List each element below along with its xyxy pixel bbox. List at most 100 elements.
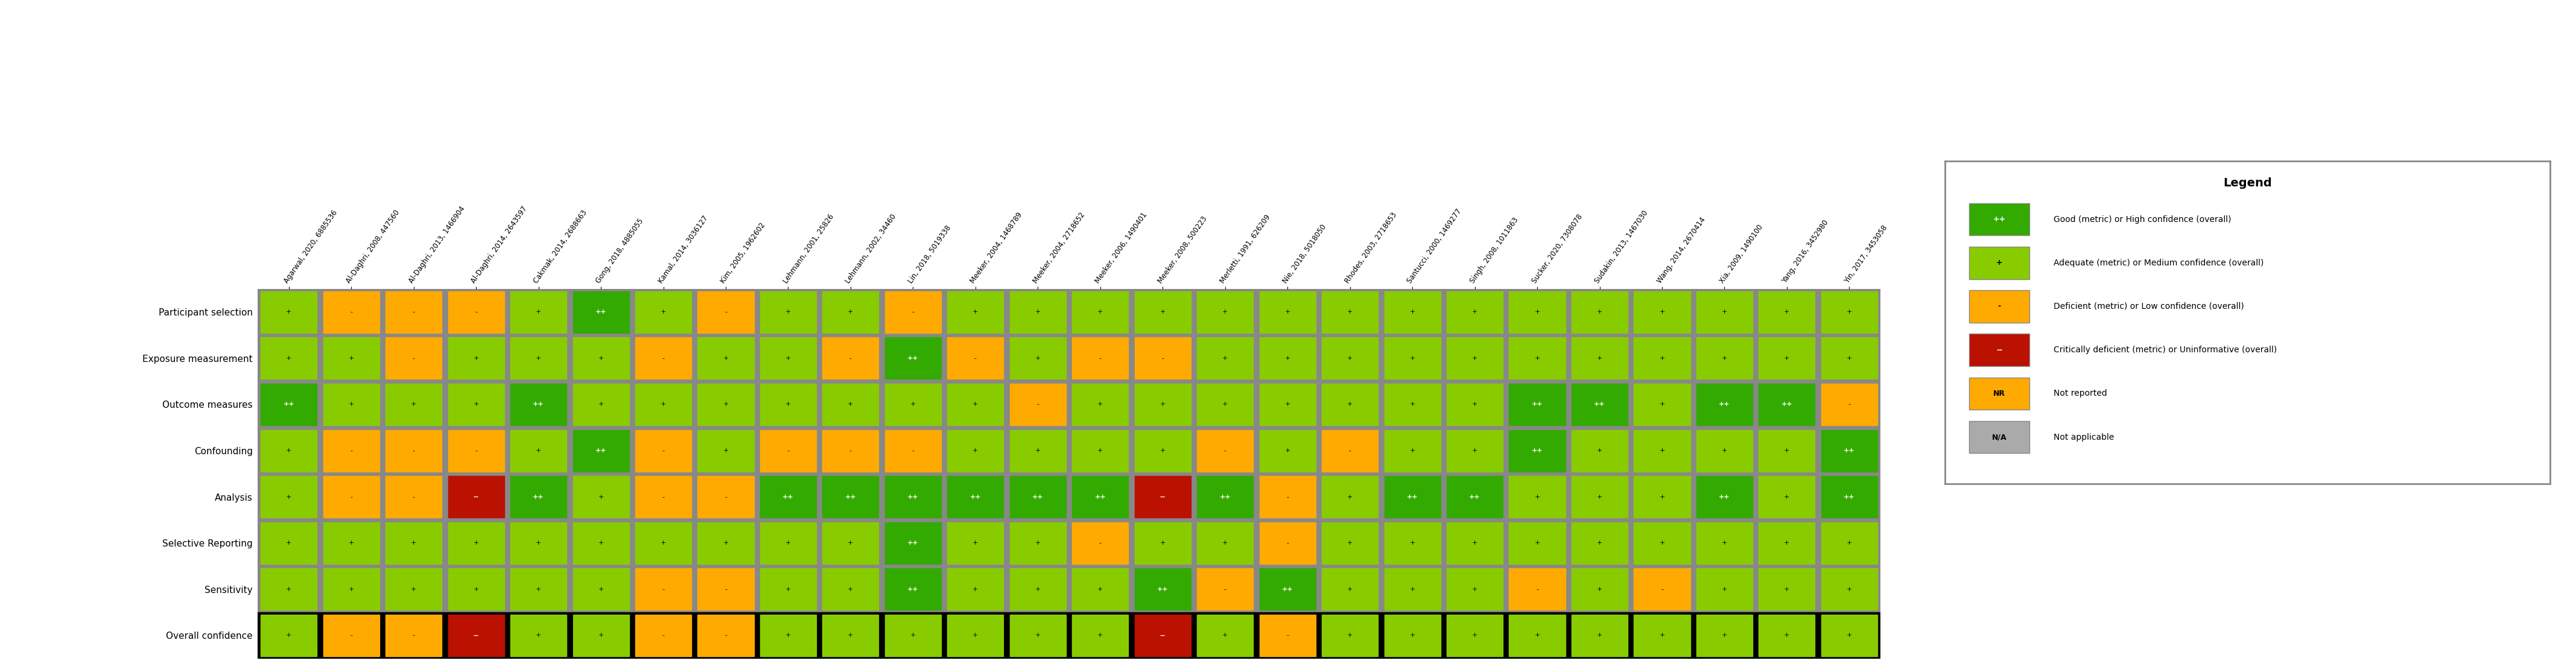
Bar [1321, 384, 1378, 425]
Text: +: + [598, 632, 603, 638]
Bar [258, 566, 1880, 612]
Bar [572, 476, 629, 517]
Bar [1198, 569, 1252, 610]
Text: ++: ++ [783, 494, 793, 500]
Text: +: + [1347, 540, 1352, 546]
Text: Deficient (metric) or Low confidence (overall): Deficient (metric) or Low confidence (ov… [2053, 302, 2244, 310]
Bar [822, 476, 878, 517]
Bar [1010, 384, 1066, 425]
FancyBboxPatch shape [1968, 247, 2030, 279]
Text: +: + [1659, 401, 1664, 407]
Bar [1510, 522, 1566, 564]
Bar [258, 520, 1880, 566]
Bar [1759, 569, 1816, 610]
Bar [322, 337, 379, 379]
Bar [1321, 615, 1378, 657]
Text: +: + [1036, 632, 1041, 638]
Text: +: + [1036, 309, 1041, 315]
Text: ++: ++ [1468, 494, 1481, 500]
Bar [822, 569, 878, 610]
Bar [822, 291, 878, 333]
Bar [948, 569, 1005, 610]
Text: +: + [1471, 401, 1479, 407]
Bar [886, 430, 940, 472]
Bar [1698, 476, 1752, 517]
Bar [1510, 430, 1566, 472]
Text: Legend: Legend [2223, 177, 2272, 189]
FancyBboxPatch shape [1968, 334, 2030, 366]
Bar [510, 615, 567, 657]
Text: +: + [1847, 309, 1852, 315]
Bar [322, 430, 379, 472]
Bar [1759, 337, 1816, 379]
Bar [1260, 569, 1316, 610]
Bar [572, 615, 629, 657]
Text: +: + [286, 540, 291, 546]
Bar [1383, 291, 1440, 333]
Text: ++: ++ [1406, 494, 1417, 500]
Text: ++: ++ [533, 494, 544, 500]
Bar [1698, 430, 1752, 472]
Text: +: + [1721, 309, 1728, 315]
Text: +: + [1409, 540, 1414, 546]
Bar [698, 615, 755, 657]
Bar [1133, 291, 1190, 333]
Text: +: + [974, 401, 979, 407]
Text: +: + [410, 586, 417, 592]
Bar [886, 569, 940, 610]
Text: +: + [786, 540, 791, 546]
Text: +: + [1659, 355, 1664, 362]
Text: +: + [1785, 494, 1790, 500]
Bar [1321, 522, 1378, 564]
Text: +: + [1036, 448, 1041, 454]
Text: +: + [286, 448, 291, 454]
FancyBboxPatch shape [1968, 378, 2030, 410]
Text: ++: ++ [969, 494, 981, 500]
Text: +: + [1409, 632, 1414, 638]
Text: +: + [598, 494, 603, 500]
Text: +: + [536, 586, 541, 592]
Bar [1633, 430, 1690, 472]
Bar [760, 337, 817, 379]
Bar [1072, 337, 1128, 379]
Bar [1133, 476, 1190, 517]
Bar [1448, 384, 1502, 425]
Bar [1133, 384, 1190, 425]
Text: +: + [1285, 448, 1291, 454]
Bar [1821, 430, 1878, 472]
Bar [258, 289, 1880, 335]
Text: +: + [1659, 494, 1664, 500]
Text: +: + [974, 540, 979, 546]
Text: +: + [1659, 448, 1664, 454]
Bar [1571, 569, 1628, 610]
Text: ++: ++ [1533, 448, 1543, 454]
Text: +: + [1785, 309, 1790, 315]
Bar [1383, 569, 1440, 610]
Text: +: + [1721, 540, 1728, 546]
Bar [1321, 430, 1378, 472]
Text: +: + [1347, 355, 1352, 362]
Bar [1133, 615, 1190, 657]
FancyBboxPatch shape [1968, 203, 2030, 235]
Text: --: -- [1996, 346, 2002, 354]
Bar [386, 291, 440, 333]
Text: +: + [1847, 632, 1852, 638]
Text: +: + [1159, 448, 1164, 454]
Text: ++: ++ [595, 448, 605, 454]
Text: +: + [1471, 448, 1479, 454]
Text: +: + [536, 632, 541, 638]
Text: +: + [1347, 586, 1352, 592]
Text: +: + [1347, 494, 1352, 500]
Bar [1571, 522, 1628, 564]
Text: +: + [786, 632, 791, 638]
Bar [1510, 615, 1566, 657]
Text: +: + [1785, 355, 1790, 362]
Text: +: + [1535, 355, 1540, 362]
Text: +: + [1597, 494, 1602, 500]
Text: +: + [1597, 586, 1602, 592]
Bar [1010, 291, 1066, 333]
Bar [448, 476, 505, 517]
Bar [1510, 337, 1566, 379]
Bar [1821, 569, 1878, 610]
Text: +: + [1285, 355, 1291, 362]
